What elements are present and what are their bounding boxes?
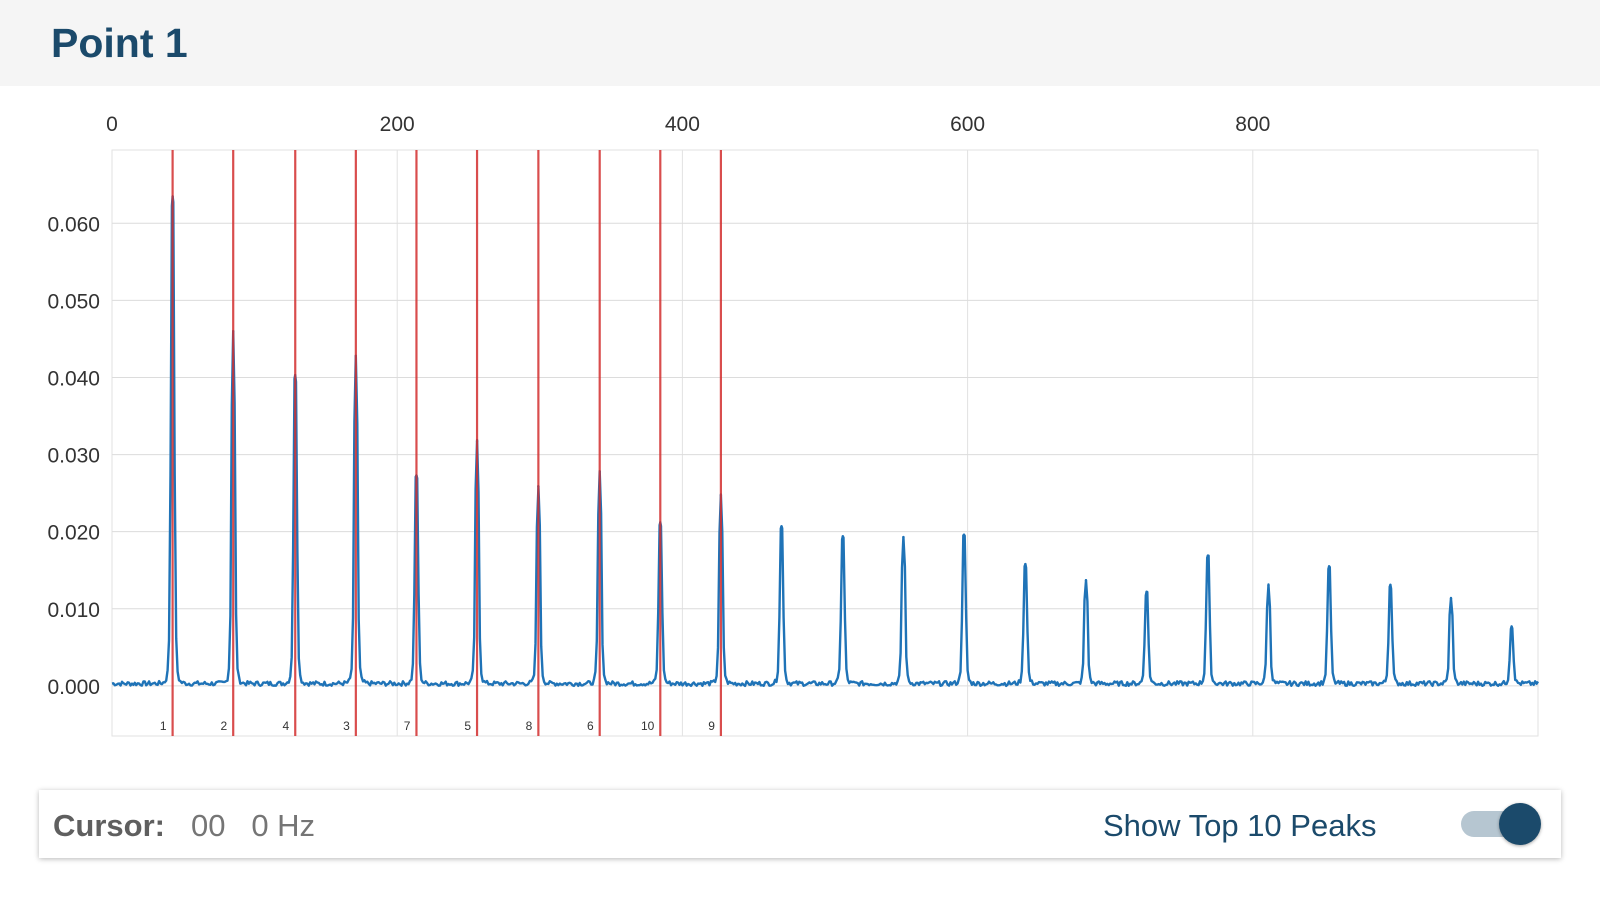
spectrum-peak bbox=[1389, 583, 1392, 587]
spectrum-peak bbox=[841, 535, 845, 538]
spectrum-chart[interactable]: 0 200 400 600 800 0.060 0.050 0.040 0.030 0.020 0.… bbox=[0, 86, 1600, 786]
peak-marker-label: 6 bbox=[587, 719, 594, 733]
show-peaks-toggle[interactable] bbox=[1459, 803, 1541, 845]
toggle-thumb bbox=[1499, 803, 1541, 845]
spectrum-peak bbox=[1449, 597, 1453, 600]
peak-marker-label: 10 bbox=[641, 719, 655, 733]
spectrum-peak bbox=[780, 525, 783, 528]
x-tick-label: 400 bbox=[665, 113, 700, 136]
peak-marker-label: 8 bbox=[526, 719, 533, 733]
y-tick-label: 0.030 bbox=[47, 445, 100, 468]
cursor-value: 00 0 Hz bbox=[191, 808, 316, 843]
spectrum-peak bbox=[1084, 579, 1088, 582]
spectrum-peak bbox=[1327, 565, 1331, 568]
spectrum-peak bbox=[1024, 562, 1027, 566]
x-tick-label: 200 bbox=[380, 113, 415, 136]
show-peaks-label: Show Top 10 Peaks bbox=[1103, 808, 1377, 843]
peak-marker-label: 4 bbox=[283, 719, 290, 733]
y-tick-label: 0.060 bbox=[47, 213, 100, 236]
x-tick-label: 0 bbox=[106, 113, 118, 136]
page-header: Point 1 bbox=[0, 0, 1600, 86]
cursor-bar: Cursor: 00 0 Hz Show Top 10 Peaks bbox=[39, 790, 1561, 858]
y-tick-label: 0.000 bbox=[47, 676, 100, 699]
y-tick-label: 0.040 bbox=[47, 367, 100, 390]
peak-marker-label: 3 bbox=[343, 719, 350, 733]
spectrum-peak bbox=[902, 535, 905, 539]
page-title: Point 1 bbox=[51, 20, 188, 66]
y-tick-label: 0.020 bbox=[47, 522, 100, 545]
peak-marker-label: 7 bbox=[404, 719, 411, 733]
x-tick-label: 800 bbox=[1235, 113, 1270, 136]
peak-marker-label: 5 bbox=[464, 719, 471, 733]
y-tick-label: 0.050 bbox=[47, 290, 100, 313]
spectrum-peak bbox=[962, 533, 966, 536]
cursor-label: Cursor: bbox=[53, 808, 165, 843]
peak-marker-label: 1 bbox=[160, 719, 167, 733]
plot-area bbox=[111, 149, 1539, 737]
spectrum-peak bbox=[1145, 590, 1148, 594]
spectrum-peak bbox=[1206, 554, 1210, 557]
x-tick-label: 600 bbox=[950, 113, 985, 136]
spectrum-peak bbox=[1510, 625, 1513, 628]
spectrum-line bbox=[111, 195, 1540, 688]
peak-marker-label: 9 bbox=[708, 719, 715, 733]
peak-marker-label: 2 bbox=[221, 719, 228, 733]
spectrum-peak bbox=[1267, 584, 1270, 587]
y-tick-label: 0.010 bbox=[47, 599, 100, 622]
